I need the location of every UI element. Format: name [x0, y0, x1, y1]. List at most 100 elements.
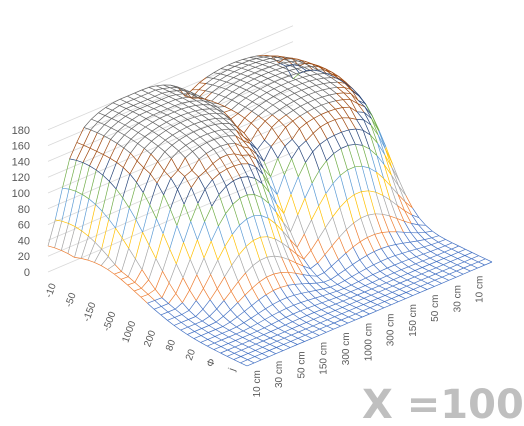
surface-line	[372, 270, 381, 275]
surface-line	[98, 107, 106, 114]
surface-line	[289, 248, 297, 255]
surface-line	[264, 319, 272, 325]
surface-line	[251, 287, 260, 301]
surface-line	[373, 251, 381, 262]
x-tick-label: 30 cm	[452, 285, 463, 312]
surface-line	[233, 77, 241, 81]
surface-line	[165, 134, 173, 141]
surface-line	[334, 119, 342, 133]
surface-line	[368, 167, 377, 193]
surface-line	[137, 136, 146, 144]
surface-line	[428, 267, 437, 272]
surface-line	[362, 130, 371, 150]
surface-line	[284, 331, 292, 336]
surface-line	[252, 96, 260, 102]
surface-line	[256, 58, 264, 61]
surface-line	[189, 274, 198, 291]
surface-line	[395, 244, 403, 254]
surface-line	[341, 132, 349, 146]
surface-line	[363, 119, 372, 126]
surface-line	[293, 110, 301, 117]
surface-line	[68, 223, 76, 227]
surface-line	[254, 356, 262, 361]
surface-line	[140, 296, 148, 304]
surface-line	[110, 121, 119, 129]
surface-line	[87, 259, 95, 263]
surface-line	[294, 93, 302, 98]
surface-line	[259, 260, 267, 278]
surface-line	[203, 100, 211, 106]
surface-line	[370, 134, 378, 144]
surface-line	[457, 258, 465, 263]
surface-line	[204, 98, 212, 102]
surface-line	[254, 69, 263, 74]
surface-line	[235, 59, 243, 63]
surface-line	[184, 95, 192, 99]
surface-line	[408, 256, 417, 260]
surface-line	[154, 92, 163, 97]
surface-line	[333, 325, 341, 330]
surface-line	[167, 311, 175, 318]
surface-line	[316, 272, 325, 277]
surface-line	[254, 353, 263, 357]
surface-line	[285, 120, 294, 128]
surface-line	[188, 110, 196, 114]
surface-line	[485, 258, 493, 263]
surface-line	[260, 236, 268, 238]
surface-line	[347, 166, 355, 171]
surface-line	[182, 97, 190, 102]
surface-line	[276, 62, 284, 66]
surface-line	[201, 325, 210, 329]
surface-line	[356, 300, 364, 305]
surface-line	[222, 321, 231, 327]
surface-line	[350, 294, 358, 299]
surface-line	[281, 81, 289, 86]
x-axis: 10 cm 30 cm 50 cm 150 cm 300 cm 1000 cm 300 cm…	[252, 276, 486, 398]
surface-line	[81, 198, 90, 231]
surface-line	[316, 83, 324, 86]
surface-line	[351, 272, 360, 277]
surface-line	[216, 308, 224, 317]
surface-line	[284, 139, 293, 147]
surface-line	[207, 336, 216, 340]
surface-line	[242, 140, 250, 149]
surface-line	[284, 158, 292, 175]
surface-line	[343, 288, 351, 293]
surface-line	[435, 264, 444, 269]
surface-line	[185, 140, 194, 146]
surface-line	[327, 319, 335, 324]
surface-line	[120, 276, 129, 280]
surface-line	[284, 328, 293, 333]
surface-line	[362, 145, 370, 169]
surface-line	[161, 96, 169, 100]
surface-line	[338, 76, 346, 83]
surface-line	[420, 279, 428, 284]
surface-line	[394, 255, 403, 263]
surface-line	[157, 161, 165, 172]
surface-line	[276, 204, 284, 223]
surface-line	[428, 270, 436, 275]
surface-line	[101, 248, 109, 257]
surface-line	[228, 135, 236, 144]
surface-line	[55, 219, 62, 222]
surface-line	[61, 220, 69, 224]
surface-line	[94, 262, 102, 266]
surface-line	[161, 306, 169, 313]
surface-line	[119, 101, 127, 106]
surface-line	[180, 326, 189, 331]
surface-line	[221, 336, 229, 341]
surface-line	[241, 64, 249, 69]
z-tick-label: 120	[12, 172, 30, 184]
surface-line	[308, 84, 317, 88]
gridline	[47, 167, 294, 273]
surface-line	[377, 301, 385, 306]
surface-line	[317, 238, 326, 255]
surface-line	[366, 264, 374, 269]
surface-line	[285, 313, 294, 318]
surface-line	[286, 308, 294, 315]
surface-line	[146, 108, 154, 113]
surface-line	[280, 88, 288, 93]
surface-line	[269, 347, 277, 351]
surface-line	[287, 85, 296, 90]
surface-line	[213, 78, 220, 81]
